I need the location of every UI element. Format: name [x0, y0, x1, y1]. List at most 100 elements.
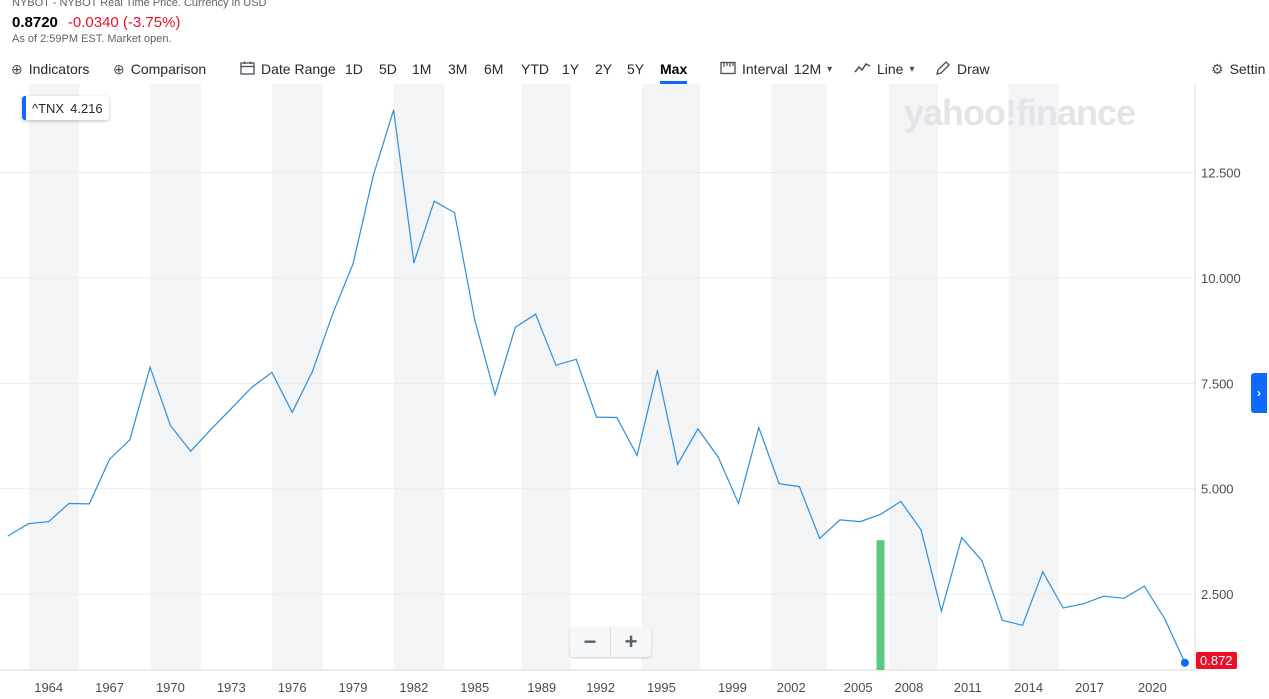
quote-source: NYBOT - NYBOT Real Time Price. Currency … — [12, 0, 267, 9]
x-tick-label: 1970 — [156, 680, 185, 695]
data-point — [474, 319, 476, 321]
year-band — [641, 84, 701, 670]
x-tick-label: 2008 — [894, 680, 923, 695]
data-point — [981, 560, 983, 562]
y-tick-label: 10.000 — [1201, 271, 1241, 286]
range-3m-button[interactable]: 3M — [448, 61, 468, 77]
data-point — [1123, 597, 1125, 599]
data-point — [697, 428, 699, 430]
data-point — [88, 503, 90, 505]
x-tick-label: 1973 — [217, 680, 246, 695]
x-tick-label: 1985 — [460, 680, 489, 695]
last-price-tag: 0.872 — [1196, 652, 1237, 669]
line-chart-icon — [854, 62, 871, 76]
x-tick-label: 1967 — [95, 680, 124, 695]
settings-button[interactable]: ⚙ Settin — [1211, 56, 1265, 82]
date-range-button[interactable]: Date Range — [240, 56, 336, 82]
data-point — [514, 326, 516, 328]
range-5y-button[interactable]: 5Y — [627, 61, 645, 77]
data-point — [535, 313, 537, 315]
pencil-icon — [935, 60, 951, 78]
data-point — [1021, 624, 1024, 626]
data-point — [1143, 585, 1145, 587]
interval-value: 12M — [793, 61, 822, 77]
data-point — [129, 439, 131, 441]
range-1y-button[interactable]: 1Y — [562, 61, 580, 77]
range-5d-button[interactable]: 5D — [379, 61, 397, 77]
price-change: -0.0340 (-3.75%) — [67, 14, 181, 31]
x-tick-label: 2014 — [1014, 680, 1043, 695]
plus-circle-icon: ⊕ — [113, 61, 125, 77]
data-point — [961, 537, 963, 539]
year-band — [521, 84, 571, 670]
data-point — [900, 500, 902, 502]
x-tick-label: 2005 — [844, 680, 873, 695]
data-point — [940, 610, 942, 612]
range-1m-button[interactable]: 1M — [412, 61, 432, 77]
chart-type-dropdown[interactable]: Line ▾ — [854, 56, 915, 82]
range-2y-button[interactable]: 2Y — [595, 61, 613, 77]
x-tick-label: 1979 — [339, 680, 368, 695]
data-point — [230, 408, 232, 410]
expand-panel-button[interactable]: › — [1251, 373, 1267, 413]
chevron-down-icon: ▾ — [909, 63, 915, 75]
year-band — [272, 84, 323, 670]
data-point — [575, 358, 577, 360]
year-band — [771, 84, 827, 670]
data-point — [291, 411, 293, 414]
as-of-timestamp: As of 2:59PM EST. Market open. — [12, 33, 172, 45]
data-point — [7, 535, 9, 537]
data-point — [453, 211, 456, 214]
interval-dropdown[interactable]: Interval 12M ▾ — [720, 56, 832, 82]
indicators-label: Indicators — [28, 61, 90, 77]
data-point — [108, 458, 111, 460]
range-6m-button[interactable]: 6M — [484, 61, 504, 77]
data-point — [737, 502, 740, 505]
plus-circle-icon: ⊕ — [11, 61, 23, 77]
data-point — [392, 109, 395, 111]
data-point — [778, 483, 780, 485]
year-band — [150, 84, 201, 670]
year-band — [28, 84, 80, 670]
data-point — [352, 263, 354, 265]
x-axis-ticks: 1964 1967 1970 1973 1976 1979 1982 1985 1989 1992… — [34, 680, 1167, 695]
zoom-controls: − + — [570, 627, 651, 657]
range-max-button[interactable]: Max — [660, 56, 688, 84]
y-tick-label: 7.500 — [1201, 376, 1234, 391]
data-point — [879, 513, 882, 516]
series-legend[interactable]: ^TNX 4.216 — [22, 96, 109, 120]
data-point — [68, 502, 70, 505]
last-point-marker — [1180, 658, 1189, 667]
price-series — [7, 109, 1189, 667]
zoom-out-button[interactable]: − — [583, 629, 597, 654]
comparison-button[interactable]: ⊕ Comparison — [113, 56, 206, 82]
price-chart[interactable]: 1964 1967 1970 1973 1976 1979 1982 1985 1989 1992… — [0, 84, 1269, 699]
range-ytd-button[interactable]: YTD — [521, 61, 549, 77]
settings-label: Settin — [1229, 61, 1266, 77]
data-point — [190, 450, 192, 452]
data-point — [27, 523, 30, 525]
chart-toolbar: ⊕ Indicators ⊕ Comparison Date Range 1D … — [0, 56, 1269, 84]
data-point — [859, 521, 861, 523]
indicators-button[interactable]: ⊕ Indicators — [11, 56, 89, 82]
interval-label: Interval — [742, 61, 788, 77]
data-point — [1103, 595, 1105, 597]
draw-button[interactable]: Draw — [935, 56, 990, 82]
data-point — [210, 428, 212, 430]
zoom-in-button[interactable]: + — [610, 627, 651, 657]
year-bands — [28, 84, 1060, 670]
y-tick-label: 12.500 — [1201, 166, 1241, 181]
x-tick-label: 2011 — [954, 680, 982, 695]
data-point — [1042, 571, 1044, 573]
data-point — [433, 200, 435, 202]
x-tick-label: 1995 — [647, 680, 676, 695]
x-tick-label: 1992 — [586, 680, 615, 695]
gridlines — [0, 172, 1195, 595]
data-point — [758, 426, 760, 429]
range-1d-button[interactable]: 1D — [345, 61, 363, 77]
date-range-label: Date Range — [261, 61, 336, 77]
data-point — [819, 537, 821, 540]
data-point — [656, 369, 658, 371]
data-point — [555, 364, 557, 366]
current-price: 0.8720 — [12, 14, 58, 31]
